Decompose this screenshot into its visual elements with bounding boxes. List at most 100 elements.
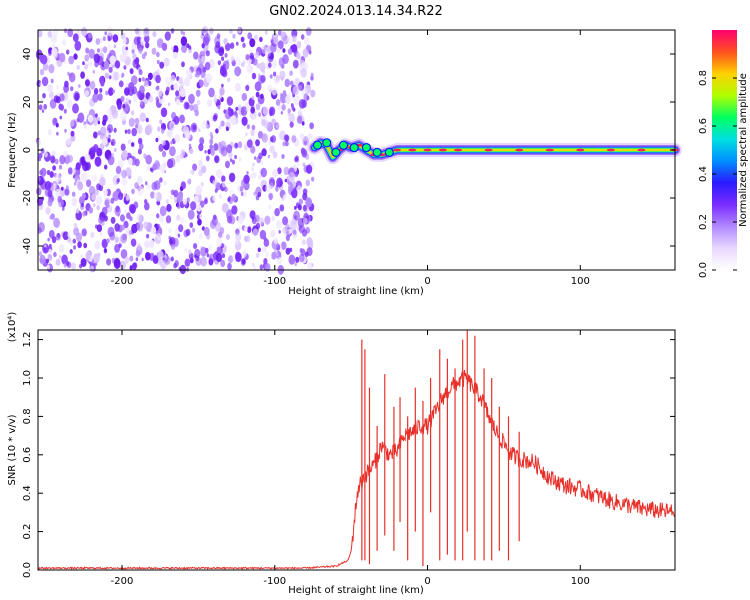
noise-blob: [192, 103, 199, 113]
noise-blob: [269, 89, 272, 93]
noise-blob: [48, 248, 52, 254]
noise-blob: [59, 155, 66, 165]
noise-blob: [164, 31, 171, 41]
noise-blob: [144, 240, 150, 249]
noise-blob: [130, 238, 137, 247]
noise-blob: [138, 47, 143, 54]
noise-blob: [231, 193, 237, 202]
noise-blob: [73, 181, 77, 186]
noise-blob: [97, 93, 103, 101]
noise-blob: [221, 202, 229, 213]
noise-blob: [258, 112, 262, 117]
noise-blob: [292, 85, 300, 96]
noise-blob: [38, 251, 43, 257]
noise-blob: [201, 119, 208, 130]
noise-blob: [215, 252, 223, 263]
x-tick-label: -100: [263, 276, 286, 287]
colorbar-tick-label: 0.4: [698, 166, 709, 182]
noise-blob: [295, 256, 300, 263]
noise-blob: [73, 222, 78, 229]
noise-blob: [125, 46, 128, 51]
noise-blob: [39, 169, 43, 176]
noise-blob: [228, 172, 236, 183]
noise-blob: [296, 185, 302, 195]
noise-blob: [59, 115, 63, 120]
onset-contour: [349, 143, 359, 153]
spectrogram-xlabel: Height of straight line (km): [288, 286, 424, 297]
y-tick-label: 0.4: [22, 485, 33, 501]
noise-blob: [157, 223, 161, 229]
noise-blob: [214, 94, 217, 99]
noise-blob: [252, 116, 255, 120]
noise-blob: [225, 160, 230, 169]
noise-blob: [71, 262, 76, 270]
noise-blob: [301, 121, 305, 126]
noise-blob: [56, 85, 59, 90]
noise-blob: [206, 253, 210, 258]
noise-blob: [245, 84, 250, 92]
noise-blob: [40, 179, 47, 190]
noise-blob: [310, 89, 316, 98]
noise-blob: [241, 93, 247, 101]
noise-blob: [272, 35, 279, 46]
noise-blob: [69, 119, 75, 127]
noise-blob: [144, 27, 149, 35]
noise-blob: [120, 143, 126, 152]
noise-blob: [235, 106, 239, 112]
noise-blob: [125, 195, 130, 201]
noise-blob: [114, 148, 117, 152]
noise-blob: [227, 262, 232, 270]
noise-blob: [91, 193, 96, 201]
noise-blob: [36, 138, 42, 146]
noise-blob: [44, 151, 48, 158]
noise-blob: [96, 205, 100, 211]
noise-blob: [226, 96, 234, 106]
noise-blob: [175, 155, 181, 163]
noise-blob: [59, 104, 64, 111]
noise-blob: [289, 70, 293, 76]
noise-blob: [155, 96, 159, 102]
noise-blob: [302, 136, 310, 146]
noise-blob: [241, 116, 248, 126]
noise-blob: [297, 204, 302, 211]
noise-blob: [170, 84, 175, 91]
noise-blob: [301, 239, 306, 246]
noise-blob: [186, 43, 190, 48]
noise-blob: [85, 79, 90, 87]
noise-blob: [95, 38, 101, 45]
noise-blob: [180, 30, 184, 35]
noise-blob: [87, 60, 93, 67]
noise-blob: [81, 228, 87, 237]
noise-blob: [128, 82, 135, 91]
noise-blob: [281, 241, 287, 250]
noise-blob: [189, 104, 194, 111]
noise-blob: [296, 52, 301, 59]
noise-blob: [178, 224, 184, 233]
onset-contour: [384, 147, 394, 157]
noise-blob: [39, 68, 45, 76]
noise-blob: [99, 134, 104, 140]
noise-blob: [100, 47, 104, 53]
noise-blob: [311, 176, 315, 182]
noise-blob: [166, 203, 172, 212]
noise-blob: [247, 32, 253, 40]
noise-blob: [71, 197, 78, 207]
noise-blob: [129, 68, 134, 75]
noise-blob: [216, 33, 221, 39]
noise-blob: [281, 104, 286, 111]
noise-blob: [292, 229, 297, 235]
noise-blob: [291, 44, 298, 53]
noise-blob: [179, 96, 184, 103]
snr-series: [37, 330, 675, 571]
noise-blob: [188, 93, 195, 104]
noise-blob: [136, 221, 144, 232]
noise-blob: [85, 47, 90, 54]
noise-blob: [246, 63, 254, 74]
noise-blob: [198, 213, 203, 219]
noise-blob: [225, 234, 230, 240]
noise-blob: [104, 199, 110, 207]
noise-blob: [93, 131, 98, 139]
noise-blob: [51, 47, 58, 57]
noise-blob: [103, 188, 108, 196]
